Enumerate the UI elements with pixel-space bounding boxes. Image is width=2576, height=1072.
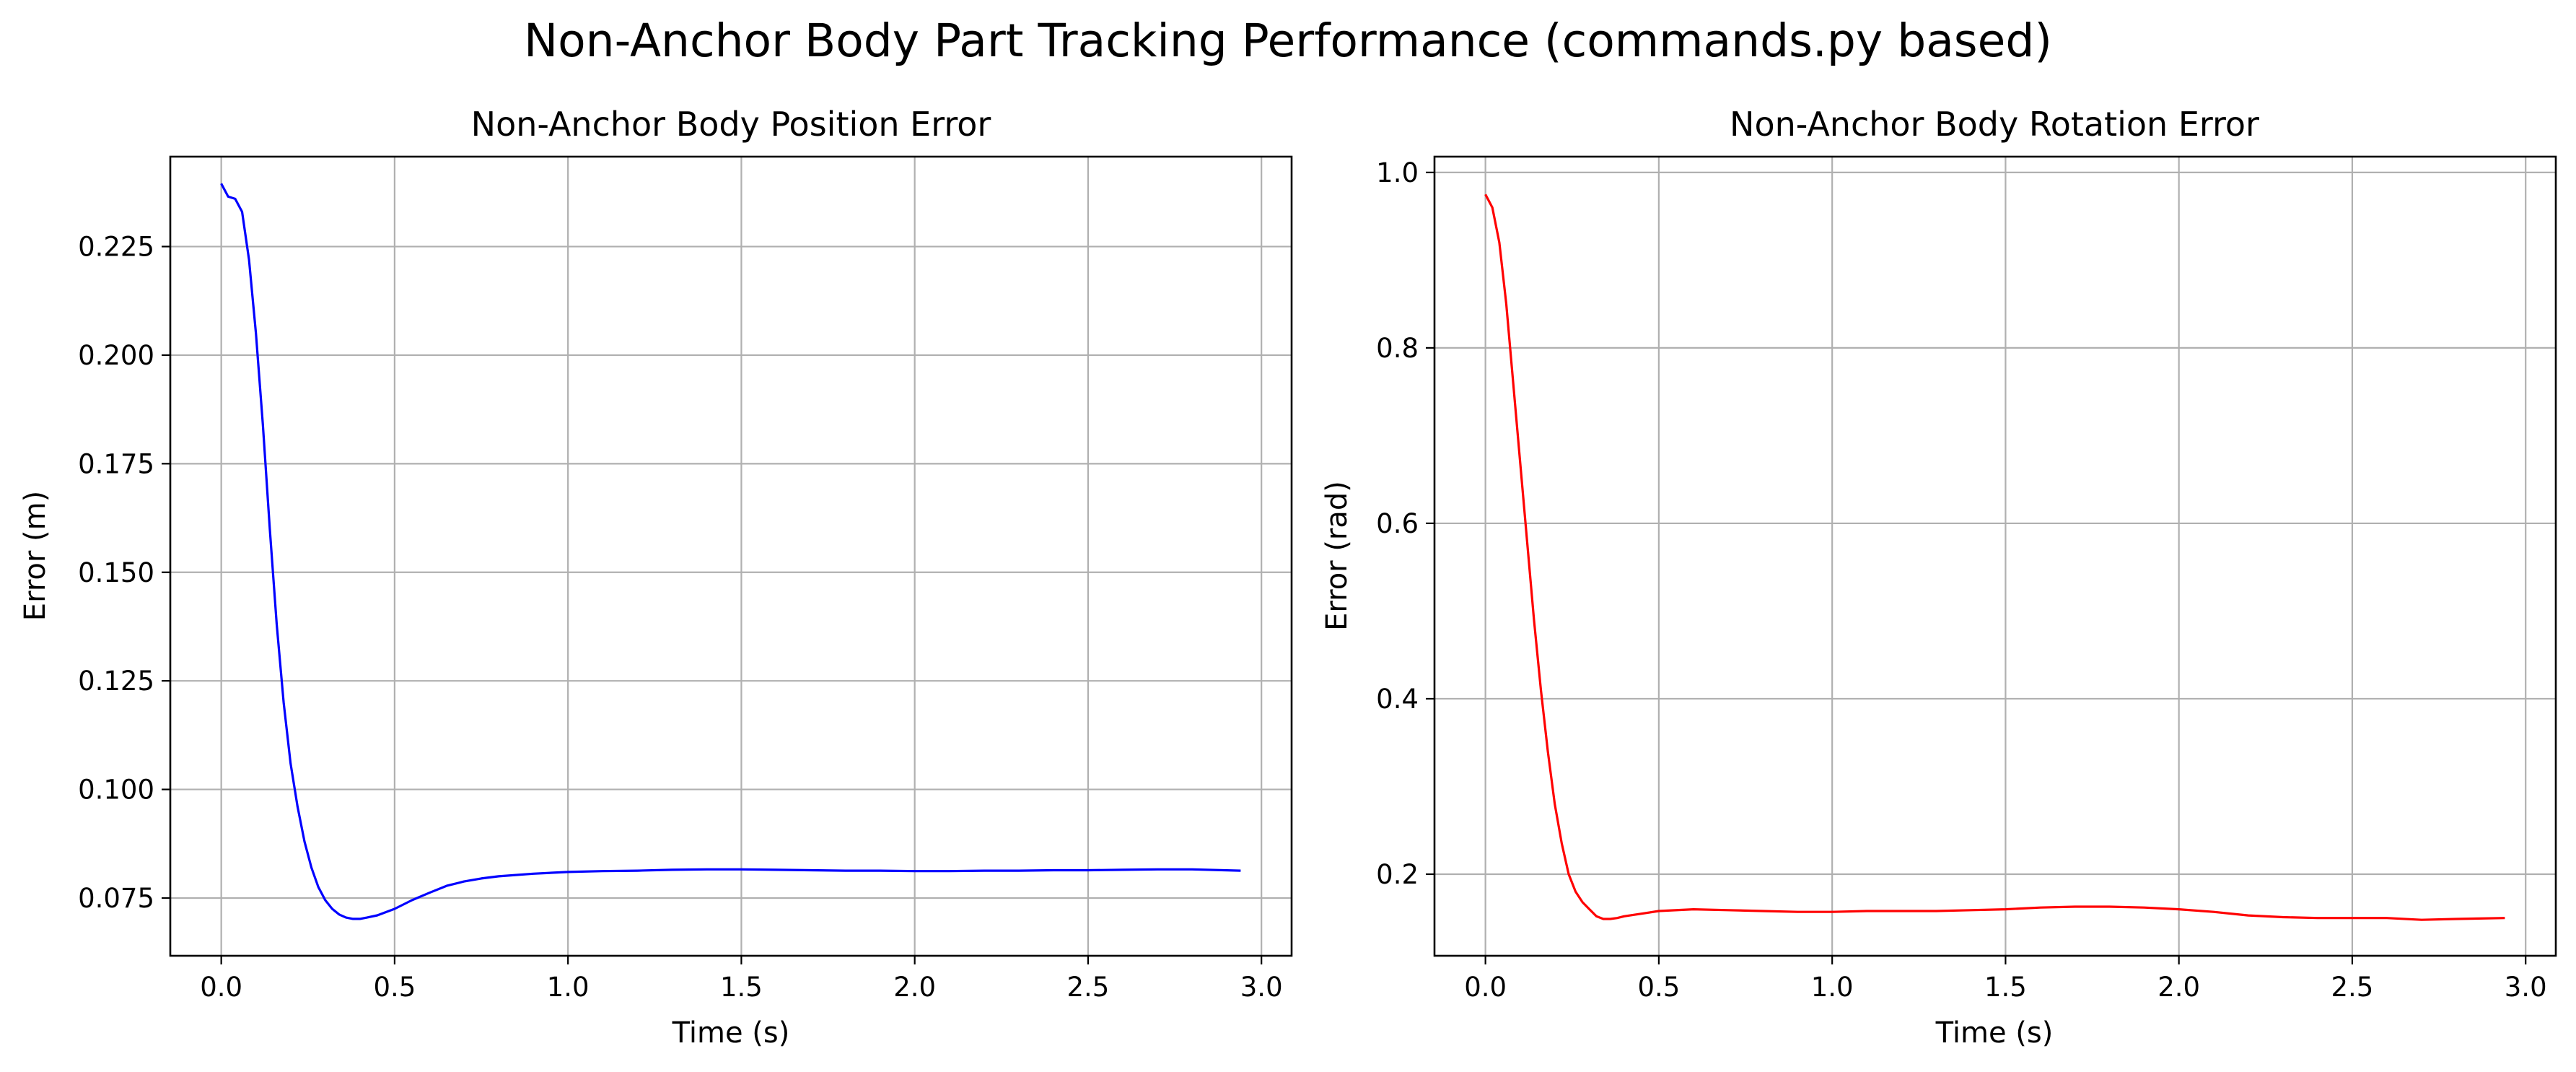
position-error-xtick-label: 0.0 [200,972,242,1003]
rotation-error-plot-frame [1433,155,2557,957]
position-error-ytick-label: 0.100 [78,775,154,806]
rotation-error-xtick-label: 1.5 [1984,972,2027,1003]
position-error-xlabel: Time (s) [672,1016,790,1050]
rotation-error-ytick-label: 0.2 [1376,859,1419,890]
position-error-xtick-label: 2.5 [1067,972,1110,1003]
position-error-ytick-label: 0.125 [78,666,154,697]
position-error-xtick-label: 1.5 [720,972,763,1003]
position-error-xtick-label: 2.0 [893,972,936,1003]
rotation-error-xtick-label: 0.0 [1464,972,1507,1003]
rotation-error-xtick-label: 1.0 [1811,972,1854,1003]
rotation-error-xtick-label: 0.5 [1637,972,1680,1003]
rotation-error-ytick-label: 0.6 [1376,508,1419,539]
position-error-ytick-label: 0.075 [78,883,154,914]
rotation-error-xtick-label: 3.0 [2505,972,2547,1003]
position-error-title: Non-Anchor Body Position Error [471,105,991,144]
position-error-ytick-label: 0.225 [78,232,154,263]
rotation-error-xtick-label: 2.0 [2157,972,2200,1003]
rotation-error-title: Non-Anchor Body Rotation Error [1730,105,2259,144]
rotation-error-axes: Non-Anchor Body Rotation Error Time (s) … [1320,105,2557,1050]
position-error-xtick-label: 0.5 [373,972,416,1003]
rotation-error-xlabel: Time (s) [1935,1016,2054,1050]
position-error-axes: Non-Anchor Body Position Error Time (s) … [19,105,1293,1050]
rotation-error-ylabel: Error (rad) [1320,481,1354,631]
rotation-error-ytick-label: 1.0 [1376,157,1419,188]
position-error-series-line [220,183,1241,920]
position-error-ytick-label: 0.175 [78,448,154,479]
rotation-error-series-line [1484,193,2505,921]
position-error-ytick-label: 0.200 [78,340,154,371]
rotation-error-xtick-label: 2.5 [2331,972,2374,1003]
rotation-error-ytick-label: 0.4 [1376,684,1419,715]
position-error-xtick-label: 1.0 [547,972,590,1003]
figure-title: Non-Anchor Body Part Tracking Performanc… [524,14,2052,67]
position-error-ytick-label: 0.150 [78,557,154,588]
rotation-error-ytick-label: 0.8 [1376,333,1419,364]
position-error-ylabel: Error (m) [19,491,52,621]
position-error-plot-frame [169,155,1293,957]
position-error-xtick-label: 3.0 [1240,972,1283,1003]
